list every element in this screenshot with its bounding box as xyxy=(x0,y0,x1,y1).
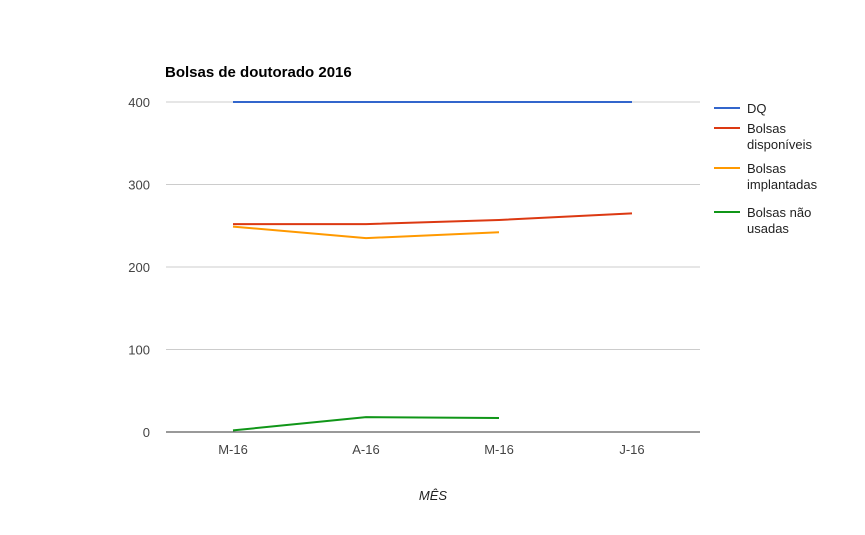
legend-label: Bolsas xyxy=(747,121,787,136)
legend-label: implantadas xyxy=(747,177,818,192)
y-tick-label: 200 xyxy=(128,260,150,275)
x-tick-label: A-16 xyxy=(352,442,379,457)
y-axis-ticks: 0 100 200 300 400 xyxy=(128,95,150,440)
legend-label: disponíveis xyxy=(747,137,813,152)
series-line-bolsas-n-o-usadas xyxy=(232,416,500,432)
y-tick-label: 300 xyxy=(128,178,150,193)
y-tick-label: 400 xyxy=(128,95,150,110)
y-tick-label: 100 xyxy=(128,343,150,358)
legend-label: DQ xyxy=(747,101,767,116)
gridlines xyxy=(166,101,700,350)
series-line-bolsas-implantadas xyxy=(232,225,500,240)
legend-label: Bolsas não xyxy=(747,205,811,220)
x-axis-ticks: M-16 A-16 M-16 J-16 xyxy=(218,442,644,457)
legend: DQBolsasdisponíveisBolsasimplantadasBols… xyxy=(714,101,818,236)
x-tick-label: M-16 xyxy=(484,442,514,457)
series-lines xyxy=(232,101,633,432)
x-tick-label: M-16 xyxy=(218,442,248,457)
legend-label: Bolsas xyxy=(747,161,787,176)
y-tick-label: 0 xyxy=(143,425,150,440)
series-line-bolsas-dispon-veis xyxy=(233,212,633,226)
legend-label: usadas xyxy=(747,221,789,236)
x-axis-title: MÊS xyxy=(419,488,448,503)
chart-title: Bolsas de doutorado 2016 xyxy=(165,64,352,81)
legend-item: DQ xyxy=(714,101,767,116)
x-tick-label: J-16 xyxy=(619,442,644,457)
